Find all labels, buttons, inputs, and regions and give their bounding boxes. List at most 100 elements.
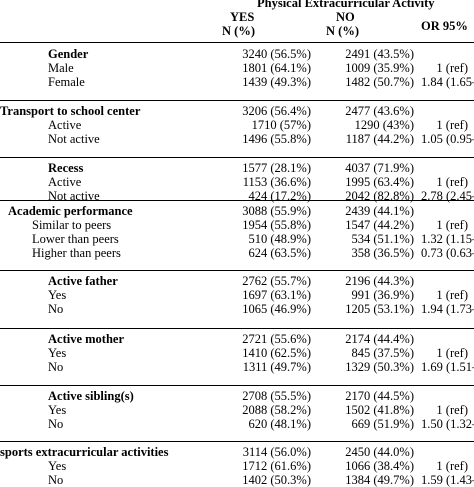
row-yes: 1311 (49.7%) [242, 360, 311, 374]
section-total-yes: 2721 (55.6%) [242, 332, 311, 346]
row-label: Not active [48, 189, 100, 203]
section-total-yes: 3088 (55.9%) [242, 204, 311, 218]
section-divider [0, 270, 474, 271]
row-no: 1329 (50.3%) [345, 360, 414, 374]
row-or: 1.59 (1.43–1 [421, 473, 474, 487]
header-yes-title: YES [230, 10, 255, 24]
row-label: Female [48, 75, 85, 89]
section-divider [0, 328, 474, 329]
row-label: Yes [48, 459, 67, 473]
row-label: No [48, 473, 64, 487]
section-title: Gender [48, 47, 89, 61]
row-yes: 1496 (55.8%) [242, 132, 311, 146]
section-title: Active father [48, 274, 118, 288]
row-no: 358 (36.5%) [351, 246, 415, 260]
section-total-no: 2170 (44.5%) [345, 389, 414, 403]
header-rule [0, 42, 474, 43]
section-divider [0, 100, 474, 101]
row-yes: 1402 (50.3%) [242, 473, 311, 487]
header-or-title: OR 95% [421, 19, 468, 33]
row-no: 1290 (43%) [354, 118, 414, 132]
row-label: Lower than peers [32, 232, 119, 246]
row-label: Yes [48, 403, 67, 417]
section-total-yes: 3240 (56.5%) [242, 47, 311, 61]
row-yes: 510 (48.9%) [248, 232, 312, 246]
row-or: 1 (ref) [436, 403, 468, 417]
row-or: 1 (ref) [436, 218, 468, 232]
row-no: 669 (51.9%) [351, 417, 415, 431]
row-yes: 1801 (64.1%) [242, 61, 311, 75]
row-label: Yes [48, 288, 67, 302]
row-no: 1066 (38.4%) [345, 459, 414, 473]
row-or: 1.50 (1.32–1 [421, 417, 474, 431]
section-total-no: 2477 (43.6%) [345, 104, 414, 118]
row-no: 1384 (49.7%) [345, 473, 414, 487]
section-total-no: 2174 (44.4%) [345, 332, 414, 346]
row-or: 1 (ref) [436, 346, 468, 360]
row-yes: 1439 (49.3%) [242, 75, 311, 89]
row-yes: 1710 (57%) [251, 118, 311, 132]
row-no: 845 (37.5%) [351, 346, 415, 360]
row-or: 1.69 (1.51–1 [421, 360, 474, 374]
row-label: No [48, 417, 64, 431]
row-no: 1009 (35.9%) [345, 61, 414, 75]
section-total-yes: 2762 (55.7%) [242, 274, 311, 288]
section-total-no: 2439 (44.1%) [345, 204, 414, 218]
section-divider [0, 157, 474, 158]
header-no-unit: N (%) [326, 24, 359, 38]
row-no: 991 (36.9%) [351, 288, 415, 302]
section-divider [0, 385, 474, 386]
row-yes: 424 (17.2%) [248, 189, 312, 203]
section-title: Transport to school center [0, 104, 141, 118]
header-no-title: NO [336, 10, 355, 24]
section-title: Recess [48, 161, 84, 175]
row-yes: 1153 (36.6%) [242, 175, 311, 189]
row-yes: 1697 (63.1%) [242, 288, 311, 302]
section-divider [0, 200, 474, 201]
row-or: 1.32 (1.15–1 [421, 232, 474, 246]
section-total-yes: 1577 (28.1%) [242, 161, 311, 175]
row-or: 1 (ref) [436, 61, 468, 75]
row-no: 1482 (50.7%) [345, 75, 414, 89]
header-super: Physical Extracurricular Activity [257, 0, 435, 10]
row-no: 1547 (44.2%) [345, 218, 414, 232]
row-no: 1187 (44.2%) [345, 132, 414, 146]
row-yes: 1410 (62.5%) [242, 346, 311, 360]
row-no: 2042 (82.8%) [345, 189, 414, 203]
row-yes: 1065 (46.9%) [242, 302, 311, 316]
row-no: 1502 (41.8%) [345, 403, 414, 417]
section-total-no: 4037 (71.9%) [345, 161, 414, 175]
row-yes: 2088 (58.2%) [242, 403, 311, 417]
row-or: 2.78 (2.45–3 [421, 189, 474, 203]
row-or: 1 (ref) [436, 118, 468, 132]
row-or: 1.84 (1.65–2 [421, 75, 474, 89]
row-label: Male [48, 61, 74, 75]
row-label: Higher than peers [32, 246, 121, 260]
row-label: No [48, 360, 64, 374]
section-title: Active sibling(s) [48, 389, 134, 403]
header-yes-unit: N (%) [222, 24, 255, 38]
row-label: Similar to peers [32, 218, 112, 232]
row-yes: 620 (48.1%) [248, 417, 312, 431]
section-title: Academic performance [8, 204, 133, 218]
section-title: sports extracurricular activities [0, 445, 169, 459]
row-yes: 624 (63.5%) [248, 246, 312, 260]
row-or: 1.05 (0.95– [421, 132, 474, 146]
section-total-yes: 3114 (56.0%) [242, 445, 311, 459]
row-label: Active [48, 118, 82, 132]
row-no: 1205 (53.1%) [345, 302, 414, 316]
row-label: No [48, 302, 64, 316]
section-total-yes: 3206 (56.4%) [242, 104, 311, 118]
row-label: Not active [48, 132, 100, 146]
section-divider [0, 441, 474, 442]
row-label: Yes [48, 346, 67, 360]
row-yes: 1954 (55.8%) [242, 218, 311, 232]
row-label: Active [48, 175, 82, 189]
row-no: 534 (51.1%) [351, 232, 415, 246]
row-no: 1995 (63.4%) [345, 175, 414, 189]
row-or: 1 (ref) [436, 288, 468, 302]
row-or: 0.73 (0.63–0 [421, 246, 474, 260]
row-yes: 1712 (61.6%) [242, 459, 311, 473]
row-or: 1.94 (1.73–2 [421, 302, 474, 316]
